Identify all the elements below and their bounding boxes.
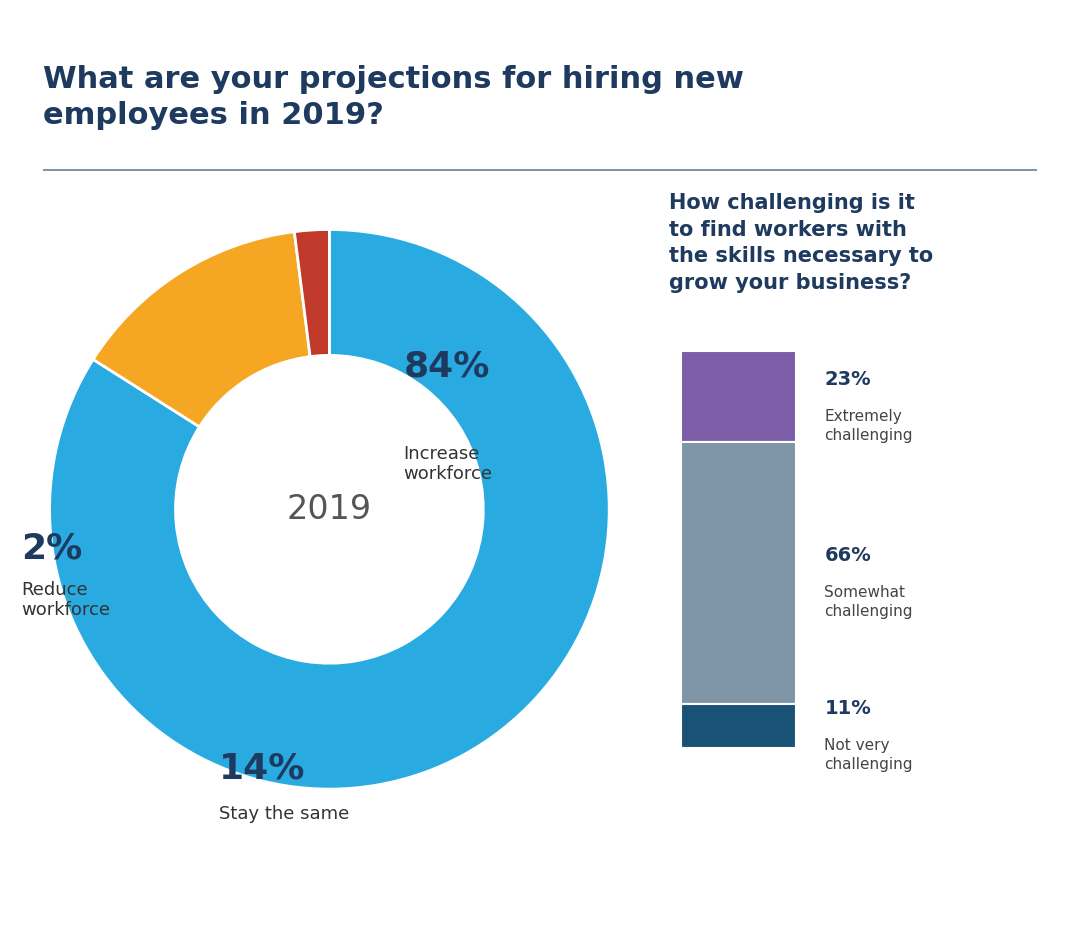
Text: Extremely
challenging: Extremely challenging bbox=[824, 409, 913, 443]
Text: 23%: 23% bbox=[824, 369, 872, 389]
Text: 84%: 84% bbox=[403, 350, 489, 383]
Wedge shape bbox=[93, 232, 310, 427]
Text: What are your projections for hiring new
employees in 2019?: What are your projections for hiring new… bbox=[43, 65, 744, 130]
Text: 2019: 2019 bbox=[287, 493, 372, 526]
FancyBboxPatch shape bbox=[680, 443, 796, 704]
Text: 2%: 2% bbox=[22, 532, 83, 565]
Text: Somewhat
challenging: Somewhat challenging bbox=[824, 585, 913, 619]
Text: Not very
challenging: Not very challenging bbox=[824, 738, 913, 771]
Text: Increase
workforce: Increase workforce bbox=[403, 444, 492, 483]
Text: Stay the same: Stay the same bbox=[218, 805, 349, 823]
Text: How challenging is it
to find workers with
the skills necessary to
grow your bus: How challenging is it to find workers wi… bbox=[669, 194, 933, 293]
Wedge shape bbox=[295, 230, 329, 357]
Wedge shape bbox=[50, 230, 609, 789]
Text: Reduce
workforce: Reduce workforce bbox=[22, 581, 110, 619]
Text: 11%: 11% bbox=[824, 699, 872, 718]
FancyBboxPatch shape bbox=[680, 704, 796, 747]
FancyBboxPatch shape bbox=[680, 351, 796, 443]
Text: 14%: 14% bbox=[218, 752, 305, 785]
Text: 66%: 66% bbox=[824, 546, 872, 565]
